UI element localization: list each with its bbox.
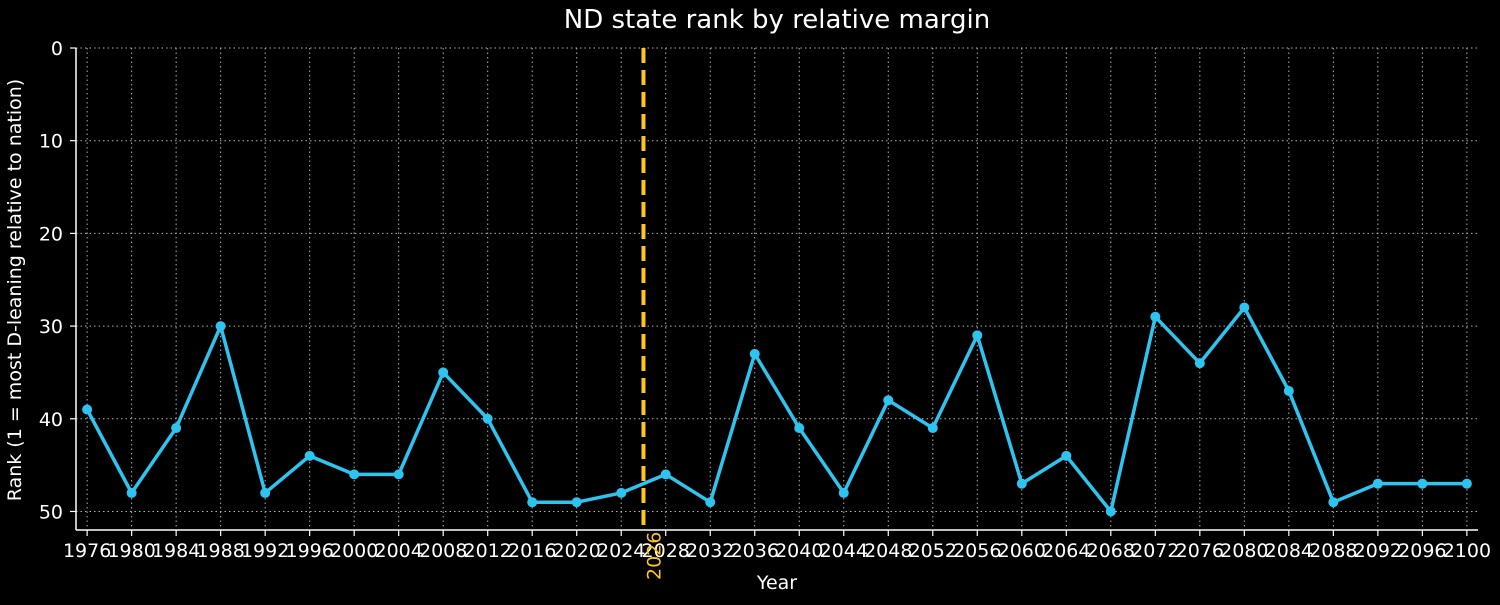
x-tick-label: 2092 [1354, 540, 1402, 562]
x-tick-label: 2004 [375, 540, 423, 562]
data-point [438, 367, 449, 378]
data-point [82, 404, 93, 415]
data-point [1328, 497, 1339, 508]
data-point [838, 487, 849, 498]
data-point [1461, 478, 1472, 489]
data-point [794, 423, 805, 434]
data-point [1105, 506, 1116, 517]
x-tick-label: 2012 [464, 540, 512, 562]
x-tick-label: 2036 [731, 540, 779, 562]
data-point [260, 487, 271, 498]
data-point [972, 330, 983, 341]
data-point [571, 497, 582, 508]
x-tick-labels: 1976198019841988199219962000200420082012… [63, 540, 1491, 562]
reference-line-group: 2026 [641, 48, 665, 580]
data-point [1283, 385, 1294, 396]
data-point [660, 469, 671, 480]
y-tick-label: 0 [51, 38, 63, 60]
data-point [1194, 358, 1205, 369]
x-tick-label: 2072 [1131, 540, 1179, 562]
y-axis-label: Rank (1 = most D-leaning relative to nat… [4, 79, 26, 501]
x-tick-label: 2040 [775, 540, 823, 562]
data-point [349, 469, 360, 480]
x-tick-label: 2084 [1265, 540, 1313, 562]
data-point [1061, 450, 1072, 461]
x-tick-label: 1996 [285, 540, 333, 562]
x-tick-label: 2080 [1220, 540, 1268, 562]
x-tick-label: 2052 [909, 540, 957, 562]
x-tick-label: 1992 [241, 540, 289, 562]
y-tick-label: 40 [39, 409, 63, 431]
x-tick-label: 2032 [686, 540, 734, 562]
x-tick-label: 1988 [196, 540, 244, 562]
axes [70, 47, 1478, 536]
x-tick-label: 2024 [597, 540, 645, 562]
x-tick-label: 2064 [1042, 540, 1090, 562]
data-point [883, 395, 894, 406]
x-tick-label: 1984 [152, 540, 200, 562]
data-point [749, 348, 760, 359]
data-point [393, 469, 404, 480]
data-point [171, 423, 182, 434]
x-tick-label: 2020 [553, 540, 601, 562]
x-tick-label: 2044 [820, 540, 868, 562]
data-point [1239, 302, 1250, 313]
reference-line-label: 2026 [643, 532, 665, 580]
y-tick-label: 20 [39, 223, 63, 245]
y-tick-label: 30 [39, 316, 63, 338]
series-group [82, 302, 1472, 517]
x-tick-label: 2000 [330, 540, 378, 562]
data-point [705, 497, 716, 508]
x-tick-label: 2008 [419, 540, 467, 562]
data-point [616, 487, 627, 498]
data-point [1417, 478, 1428, 489]
data-point [126, 487, 137, 498]
x-tick-label: 2076 [1176, 540, 1224, 562]
x-tick-label: 2100 [1443, 540, 1491, 562]
chart-title: ND state rank by relative margin [564, 5, 990, 35]
data-point [927, 423, 938, 434]
x-tick-label: 2060 [998, 540, 1046, 562]
x-tick-label: 1980 [107, 540, 155, 562]
y-tick-label: 10 [39, 131, 63, 153]
x-tick-label: 2068 [1087, 540, 1135, 562]
series-line [85, 305, 1469, 514]
y-tick-label: 50 [39, 501, 63, 523]
data-point [482, 413, 493, 424]
grid-lines [76, 47, 1478, 530]
data-point [1150, 311, 1161, 322]
data-point [215, 321, 226, 332]
x-tick-label: 2016 [508, 540, 556, 562]
x-axis-label: Year [756, 572, 797, 594]
data-point [1372, 478, 1383, 489]
x-tick-label: 2088 [1309, 540, 1357, 562]
data-point [527, 497, 538, 508]
x-tick-label: 2056 [953, 540, 1001, 562]
x-tick-label: 2096 [1398, 540, 1446, 562]
x-tick-label: 2048 [864, 540, 912, 562]
y-tick-labels: 0 10 20 30 40 50 [39, 38, 63, 523]
data-point [1016, 478, 1027, 489]
data-point [304, 450, 315, 461]
x-tick-label: 1976 [63, 540, 111, 562]
x-tick-label: 2028 [642, 540, 690, 562]
